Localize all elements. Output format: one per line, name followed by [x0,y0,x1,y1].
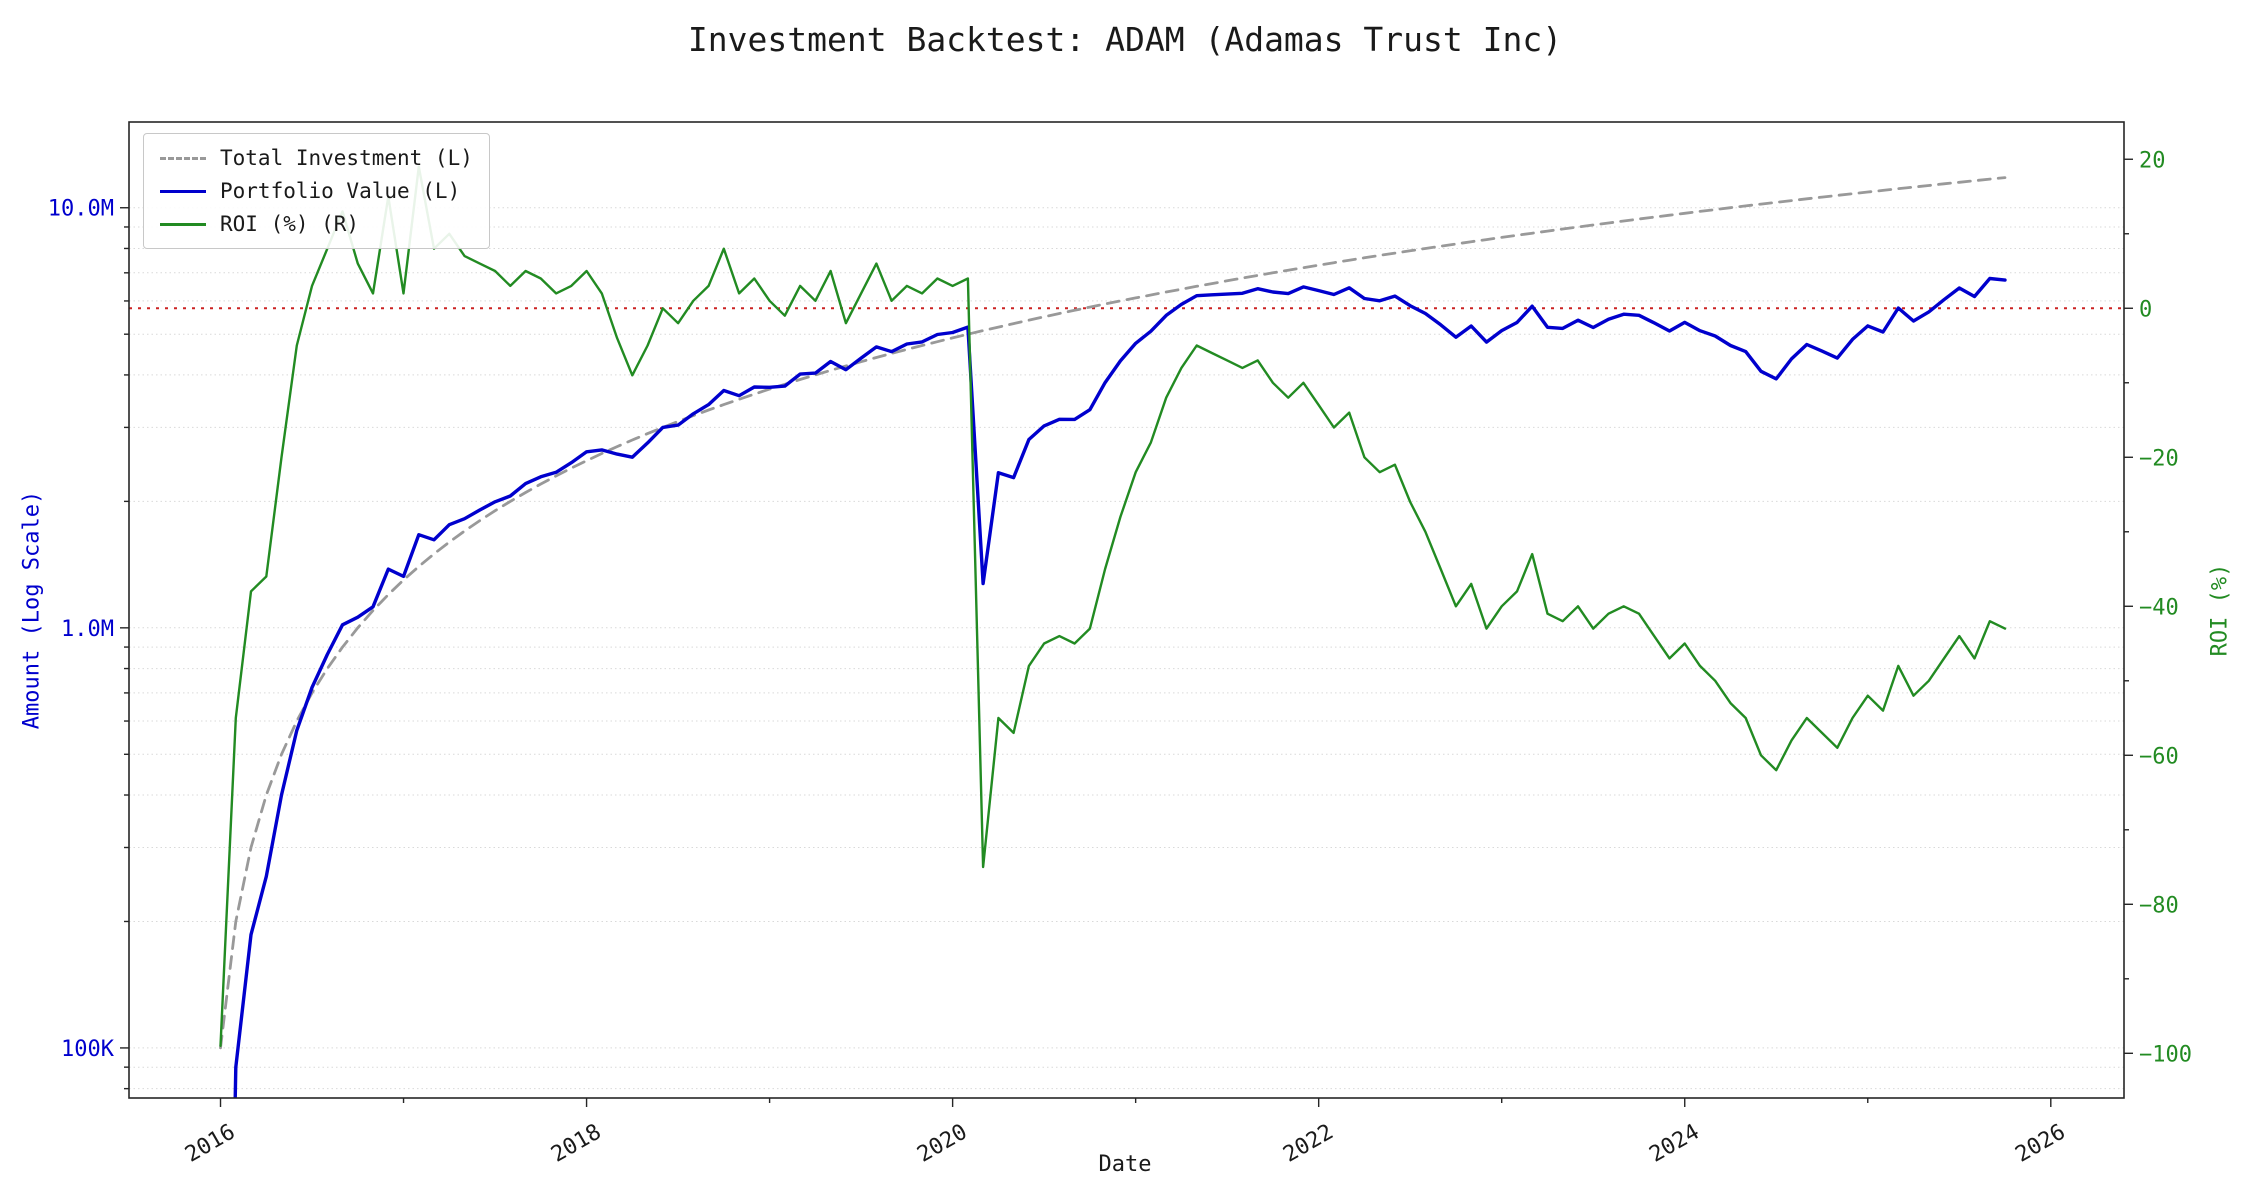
svg-text:0: 0 [2139,297,2152,322]
svg-text:1.0M: 1.0M [61,617,114,642]
legend-label-total-investment: Total Investment (L) [220,146,473,170]
legend-label-roi: ROI (%) (R) [220,212,360,236]
right-axis-label: ROI (%) [2207,563,2233,657]
svg-text:100K: 100K [61,1037,115,1062]
left-axis-label: Amount (Log Scale) [19,490,45,730]
legend-solid-line-icon [160,189,206,193]
legend-dashed-line-icon [160,156,206,160]
svg-text:−80: −80 [2139,893,2179,918]
svg-text:−40: −40 [2139,595,2179,620]
svg-text:−20: −20 [2139,446,2179,471]
svg-text:20: 20 [2139,148,2166,173]
svg-text:−100: −100 [2139,1042,2192,1067]
legend-solid-line-icon [160,222,206,226]
legend-item-total-investment: Total Investment (L) [160,146,473,170]
legend: Total Investment (L) Portfolio Value (L)… [143,133,490,249]
svg-text:−60: −60 [2139,744,2179,769]
legend-label-portfolio-value: Portfolio Value (L) [220,179,461,203]
legend-item-portfolio-value: Portfolio Value (L) [160,179,473,203]
x-axis-label: Date [1098,1152,1152,1177]
legend-item-roi: ROI (%) (R) [160,212,473,236]
svg-text:10.0M: 10.0M [48,197,114,222]
chart-title: Investment Backtest: ADAM (Adamas Trust … [687,20,1563,59]
